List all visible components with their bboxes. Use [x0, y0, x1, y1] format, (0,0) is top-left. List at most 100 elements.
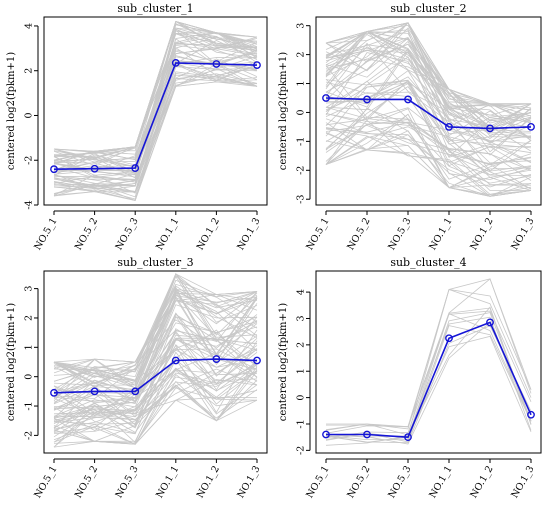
y-tick-label: 3 [24, 286, 35, 292]
gene-profile-line [53, 20, 258, 152]
mean-point [322, 94, 330, 102]
gene-profile-line [325, 46, 532, 137]
y-tick-label: 3 [296, 23, 307, 29]
mean-point [486, 318, 494, 327]
background-gene-lines [53, 20, 258, 202]
gene-profile-line [325, 312, 532, 441]
y-tick-label: -1 [296, 419, 307, 428]
mean-profile-line [53, 62, 258, 170]
gene-profile-line [325, 49, 532, 134]
mean-point [90, 387, 99, 396]
gene-profile-line [53, 339, 258, 434]
mean-point [404, 95, 412, 104]
gene-profile-line [325, 121, 532, 181]
y-axis: -2 -1 0 1 2 3 [24, 286, 39, 440]
gene-profile-line [325, 56, 532, 143]
gene-profile-line [325, 31, 532, 107]
background-gene-lines [53, 272, 258, 448]
gene-profile-line [53, 384, 258, 442]
gene-profile-line [53, 38, 258, 187]
y-tick-label: 2 [296, 52, 307, 58]
gene-profile-line [53, 348, 258, 431]
mean-point [527, 410, 535, 419]
y-tick-label: 4 [24, 23, 35, 29]
gene-profile-line [325, 76, 532, 164]
y-axis-label: centered log2(fpkm+1) [278, 303, 289, 421]
gene-profile-line [53, 359, 258, 422]
gene-profile-line [325, 335, 532, 443]
gene-profile-line [53, 294, 258, 384]
gene-profile-line [53, 359, 258, 412]
y-tick-label: 1 [24, 344, 35, 350]
y-axis: -2 -1 0 1 2 3 4 [296, 289, 311, 455]
gene-profile-line [53, 364, 258, 431]
gene-profile-line [325, 122, 532, 197]
y-tick-label: -3 [296, 195, 307, 204]
mean-point [212, 60, 221, 68]
y-tick-label: 3 [296, 315, 307, 321]
mean-point [50, 165, 58, 174]
gene-profile-line [325, 116, 531, 191]
gene-profile-line [53, 63, 258, 196]
y-tick-label: 1 [296, 368, 307, 374]
gene-profile-line [325, 128, 532, 195]
gene-profile-line [53, 292, 258, 369]
gene-profile-line [325, 83, 532, 167]
gene-profile-line [53, 288, 258, 402]
y-axis: -3 -2 -1 0 1 2 3 [296, 23, 311, 204]
gene-profile-line [325, 37, 532, 128]
gene-profile-line [53, 313, 258, 410]
y-tick-label: 0 [296, 395, 307, 401]
mean-point [50, 388, 58, 397]
gene-profile-line [53, 315, 258, 426]
gene-profile-line [53, 292, 258, 385]
gene-profile-line [325, 80, 532, 166]
gene-profile-line [325, 118, 532, 188]
y-tick-label: -2 [24, 431, 35, 440]
y-tick-label: 0 [24, 112, 35, 118]
gene-profile-line [325, 86, 532, 176]
gene-profile-line [325, 30, 532, 139]
mean-profile-line [326, 321, 532, 439]
mean-point [212, 355, 221, 363]
y-tick-label: 0 [296, 109, 307, 115]
gene-profile-line [325, 82, 532, 172]
background-gene-lines [325, 22, 532, 197]
mean-point [131, 387, 140, 396]
gene-profile-line [53, 295, 258, 402]
gene-profile-line [53, 368, 258, 445]
gene-profile-line [53, 291, 258, 389]
gene-profile-line [325, 29, 532, 138]
y-tick-label: -1 [296, 137, 307, 146]
gene-profile-line [325, 108, 532, 184]
gene-profile-line [53, 47, 258, 193]
y-tick-label: -2 [296, 166, 307, 175]
mean-profile-line [53, 358, 258, 394]
gene-profile-line [325, 31, 532, 121]
mean-point [404, 433, 412, 442]
gene-profile-line [325, 126, 532, 171]
gene-profile-line [53, 373, 258, 445]
gene-profile-line [53, 288, 258, 386]
mean-point [90, 164, 99, 173]
mean-point [527, 123, 535, 131]
mean-point [131, 164, 140, 172]
gene-profile-line [325, 40, 532, 139]
mean-point [363, 95, 371, 104]
y-tick-label: -4 [24, 200, 35, 209]
gene-profile-line [53, 64, 258, 196]
y-tick-label: 0 [24, 374, 35, 380]
gene-profile-line [325, 52, 532, 144]
gene-profile-line [53, 275, 258, 371]
gene-profile-line [53, 81, 258, 200]
plot-frame [43, 270, 268, 454]
gene-profile-line [53, 75, 258, 192]
mean-point [171, 58, 180, 67]
mean-point [322, 430, 330, 439]
gene-profile-line [325, 144, 532, 196]
gene-profile-line [325, 113, 532, 163]
mean-point [171, 356, 180, 365]
y-tick-label: 2 [24, 68, 35, 74]
gene-profile-line [53, 369, 258, 419]
y-tick-label: -2 [296, 446, 307, 455]
